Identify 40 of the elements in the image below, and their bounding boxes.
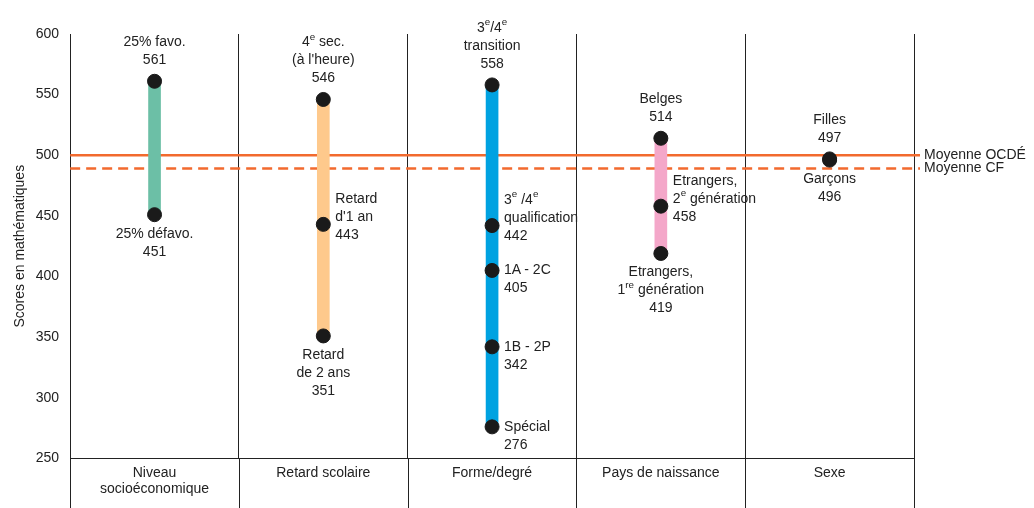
x-tick-label: Pays de naissance xyxy=(602,463,720,480)
annotation: Retard d'1 an xyxy=(335,190,378,225)
annotation: 1A - 2C xyxy=(504,261,551,278)
annotation: Filles xyxy=(813,110,846,127)
x-tick-label: Sexe xyxy=(813,463,846,480)
data-label: 497 xyxy=(817,128,842,145)
annotation: Spécial xyxy=(504,417,550,434)
x-tick-label: Forme/degré xyxy=(452,463,533,480)
y-tick-label: 600 xyxy=(35,24,60,41)
annotation: Garçons xyxy=(803,169,857,186)
data-label: 558 xyxy=(480,54,504,71)
data-label: 458 xyxy=(672,207,697,224)
data-label: 496 xyxy=(817,187,842,204)
data-label: 351 xyxy=(311,381,336,398)
data-label: 276 xyxy=(504,435,528,452)
y-tick-label: 400 xyxy=(35,267,60,284)
data-label: 514 xyxy=(649,108,673,125)
annotation: Belges xyxy=(639,90,683,107)
data-label: 443 xyxy=(335,226,359,243)
data-label: 405 xyxy=(504,279,528,296)
annotation: Retard de 2 ans xyxy=(296,345,351,380)
data-label: 561 xyxy=(142,51,167,68)
data-label: 451 xyxy=(142,242,167,259)
y-tick-label: 250 xyxy=(35,449,60,466)
data-label: 419 xyxy=(649,299,673,316)
annotation: 25% favo. xyxy=(123,33,186,50)
x-tick-label: Niveau socioéconomique xyxy=(100,463,210,497)
data-label: 442 xyxy=(504,227,528,244)
ref-line-label: Moyenne OCDÉ xyxy=(924,146,1026,163)
y-tick-label: 500 xyxy=(35,146,60,163)
y-tick-label: 450 xyxy=(35,206,60,223)
y-tick-label: 350 xyxy=(35,328,60,344)
y-tick-label: 550 xyxy=(35,85,60,102)
data-label: 546 xyxy=(311,69,336,86)
annotation: 1B - 2P xyxy=(504,337,551,354)
annotation: 25% défavo. xyxy=(115,224,194,241)
x-tick-label: Retard scolaire xyxy=(276,463,371,480)
y-axis-title: Scores en mathématiques xyxy=(11,164,28,328)
y-tick-label: 300 xyxy=(35,388,60,405)
data-label: 342 xyxy=(504,355,528,372)
